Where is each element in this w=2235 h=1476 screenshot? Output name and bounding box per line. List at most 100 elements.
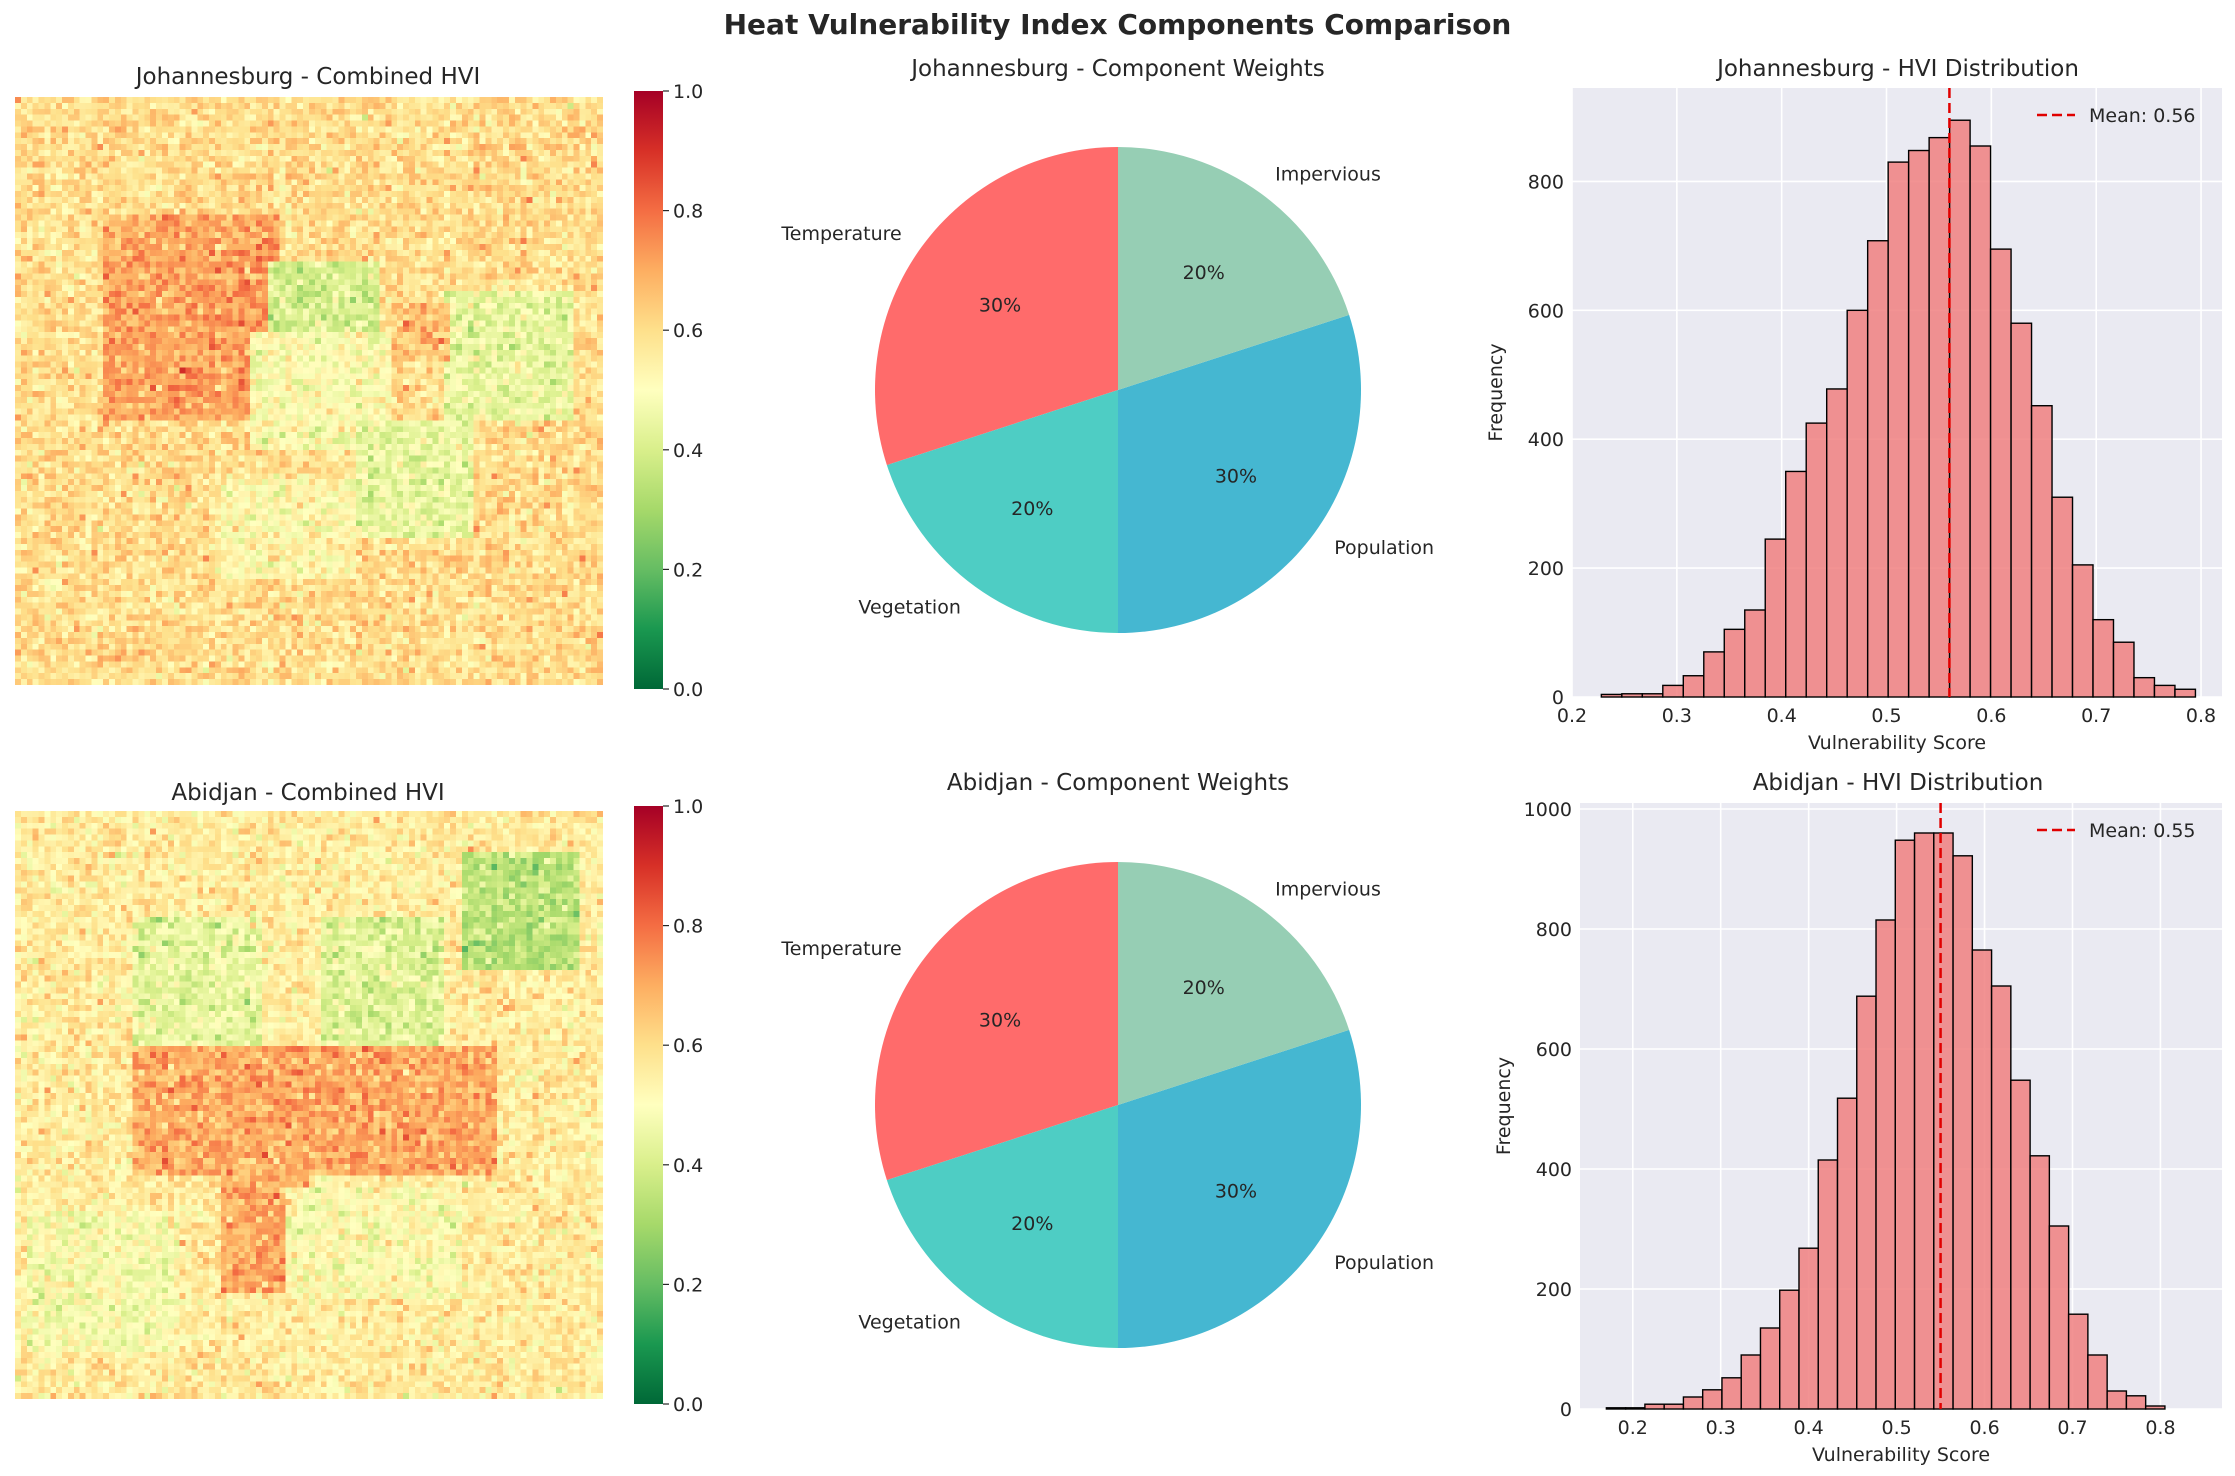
abidjan-heatmap-image <box>15 811 603 1399</box>
histogram-bar <box>1723 628 1746 698</box>
histogram-bar <box>2051 496 2074 698</box>
histogram-bar <box>1798 1247 1819 1410</box>
histogram-bar <box>1969 145 1992 698</box>
x-tick-label: 0.2 <box>1557 705 1587 727</box>
abidjan-heatmap-panel: Abidjan - Combined HVI 0.0 0.2 0.4 0.6 0.8 1.… <box>15 780 703 1416</box>
pie-slice-impervious <box>1118 862 1350 1105</box>
abidjan-histogram-panel: Abidjan - HVI Distribution 0.2 0.3 0.4 0.5 0… <box>1493 770 2222 1466</box>
pie-percent-label: 20% <box>1011 1213 1053 1235</box>
pie-label: Temperature <box>780 223 901 245</box>
x-tick-label: 0.6 <box>1969 1417 1999 1439</box>
x-tick-label: 0.3 <box>1662 705 1692 727</box>
histogram-bar <box>1971 949 1993 1410</box>
pie-slice-population <box>1118 1029 1361 1348</box>
histogram-bar <box>2153 684 2176 698</box>
pie-percent-label: 20% <box>1011 498 1053 520</box>
colorbar-tick-label: 0.2 <box>673 559 703 581</box>
y-tick-label: 400 <box>1528 429 1564 451</box>
pie-percent-label: 20% <box>1183 262 1225 284</box>
colorbar-tick-label: 1.0 <box>673 81 703 103</box>
johannesburg-histogram-panel: Johannesburg - HVI Distribution 0.2 0.3 0.… <box>1485 56 2222 754</box>
histogram-bar <box>2092 618 2115 698</box>
histogram-bar <box>1641 693 1664 698</box>
x-tick-label: 0.4 <box>1767 705 1797 727</box>
pie-slice-impervious <box>1118 147 1350 390</box>
histogram-bar <box>1866 240 1889 698</box>
x-tick-label: 0.5 <box>1871 705 1901 727</box>
histogram-bar <box>1744 609 1766 698</box>
histogram-bar <box>1624 1407 1646 1410</box>
abidjan-pie-panel: Abidjan - Component Weights Temperature 3… <box>780 770 1434 1348</box>
y-tick-label: 1000 <box>1524 799 1572 821</box>
pie-slice-population <box>1118 314 1361 633</box>
histogram-bar <box>1952 855 1974 1410</box>
pie-slice-temperature <box>875 862 1118 1181</box>
x-tick-label: 0.6 <box>1976 705 2006 727</box>
pie-label: Impervious <box>1275 879 1381 901</box>
legend-mean-label: Mean: 0.55 <box>2089 820 2196 842</box>
x-tick-label: 0.7 <box>2057 1417 2087 1439</box>
y-tick-label: 600 <box>1528 300 1564 322</box>
johannesburg-heatmap-image <box>15 97 603 685</box>
johannesburg-histogram-title: Johannesburg - HVI Distribution <box>1715 56 2079 82</box>
colorbar-tick-label: 0.4 <box>673 440 703 462</box>
pie-label: Impervious <box>1275 164 1381 186</box>
abidjan-heatmap-title: Abidjan - Combined HVI <box>171 780 444 806</box>
x-tick-label: 0.8 <box>2186 705 2216 727</box>
abidjan-colorbar: 0.0 0.2 0.4 0.6 0.8 1.0 <box>634 796 703 1416</box>
histogram-bar <box>2133 676 2156 698</box>
histogram-bar <box>1621 693 1644 698</box>
histogram-bar <box>1682 675 1705 698</box>
histogram-bar <box>1662 684 1684 698</box>
histogram-bar <box>1721 1377 1742 1410</box>
pie-label: Temperature <box>780 938 901 960</box>
x-tick-label: 0.5 <box>1881 1417 1911 1439</box>
histogram-bar <box>1759 1327 1781 1410</box>
x-tick-label: 0.3 <box>1706 1417 1736 1439</box>
histogram-bar <box>1894 839 1916 1410</box>
histogram-bar <box>1948 119 1971 698</box>
pie-label: Vegetation <box>858 1311 960 1333</box>
pie-percent-label: 20% <box>1183 977 1225 999</box>
colorbar-tick-label: 1.0 <box>673 796 703 818</box>
histogram-bar <box>2112 641 2135 698</box>
histogram-bar <box>2010 322 2033 698</box>
histogram-bar <box>1740 1354 1762 1410</box>
pie-label: Population <box>1334 537 1434 559</box>
histogram-bar <box>1644 1403 1665 1410</box>
colorbar-tick-label: 0.8 <box>673 201 703 223</box>
histogram-bar <box>1907 149 1930 698</box>
colorbar-gradient <box>634 806 663 1404</box>
figure-title: Heat Vulnerability Index Components Comp… <box>723 8 1512 41</box>
histogram-bar <box>1989 248 2012 698</box>
histogram-bar <box>2071 564 2094 698</box>
histogram-bar <box>1600 693 1623 698</box>
histogram-bar <box>1933 832 1954 1410</box>
histogram-bar <box>2106 1390 2128 1410</box>
histogram-bar <box>1682 1396 1704 1410</box>
histogram-bar <box>2125 1395 2147 1410</box>
pie-label: Population <box>1334 1252 1434 1274</box>
histogram-bar <box>2087 1354 2108 1410</box>
histogram-bar <box>1825 388 1848 698</box>
x-tick-label: 0.7 <box>2081 705 2111 727</box>
abidjan-histogram-title: Abidjan - HVI Distribution <box>1753 770 2044 796</box>
johannesburg-heatmap-panel: Johannesburg - Combined HVI 0.0 0.2 0.4 0.6… <box>15 64 703 701</box>
histogram-bar <box>1856 995 1877 1410</box>
x-tick-label: 0.2 <box>1618 1417 1648 1439</box>
histogram-bar <box>1764 538 1787 698</box>
colorbar-tick-label: 0.4 <box>673 1155 703 1177</box>
johannesburg-colorbar: 0.0 0.2 0.4 0.6 0.8 1.0 <box>634 81 703 701</box>
colorbar-tick-label: 0.8 <box>673 916 703 938</box>
histogram-bar <box>1887 161 1910 698</box>
histogram-bar <box>1703 651 1725 698</box>
y-tick-label: 800 <box>1536 919 1572 941</box>
histogram-bar <box>1805 422 1828 698</box>
x-tick-label: 0.4 <box>1794 1417 1824 1439</box>
pie-slice-temperature <box>875 147 1118 466</box>
histogram-bar <box>1990 985 2012 1410</box>
histogram-bar <box>1785 470 1807 698</box>
pie-percent-label: 30% <box>979 294 1021 316</box>
y-axis-label: Frequency <box>1493 1057 1515 1155</box>
